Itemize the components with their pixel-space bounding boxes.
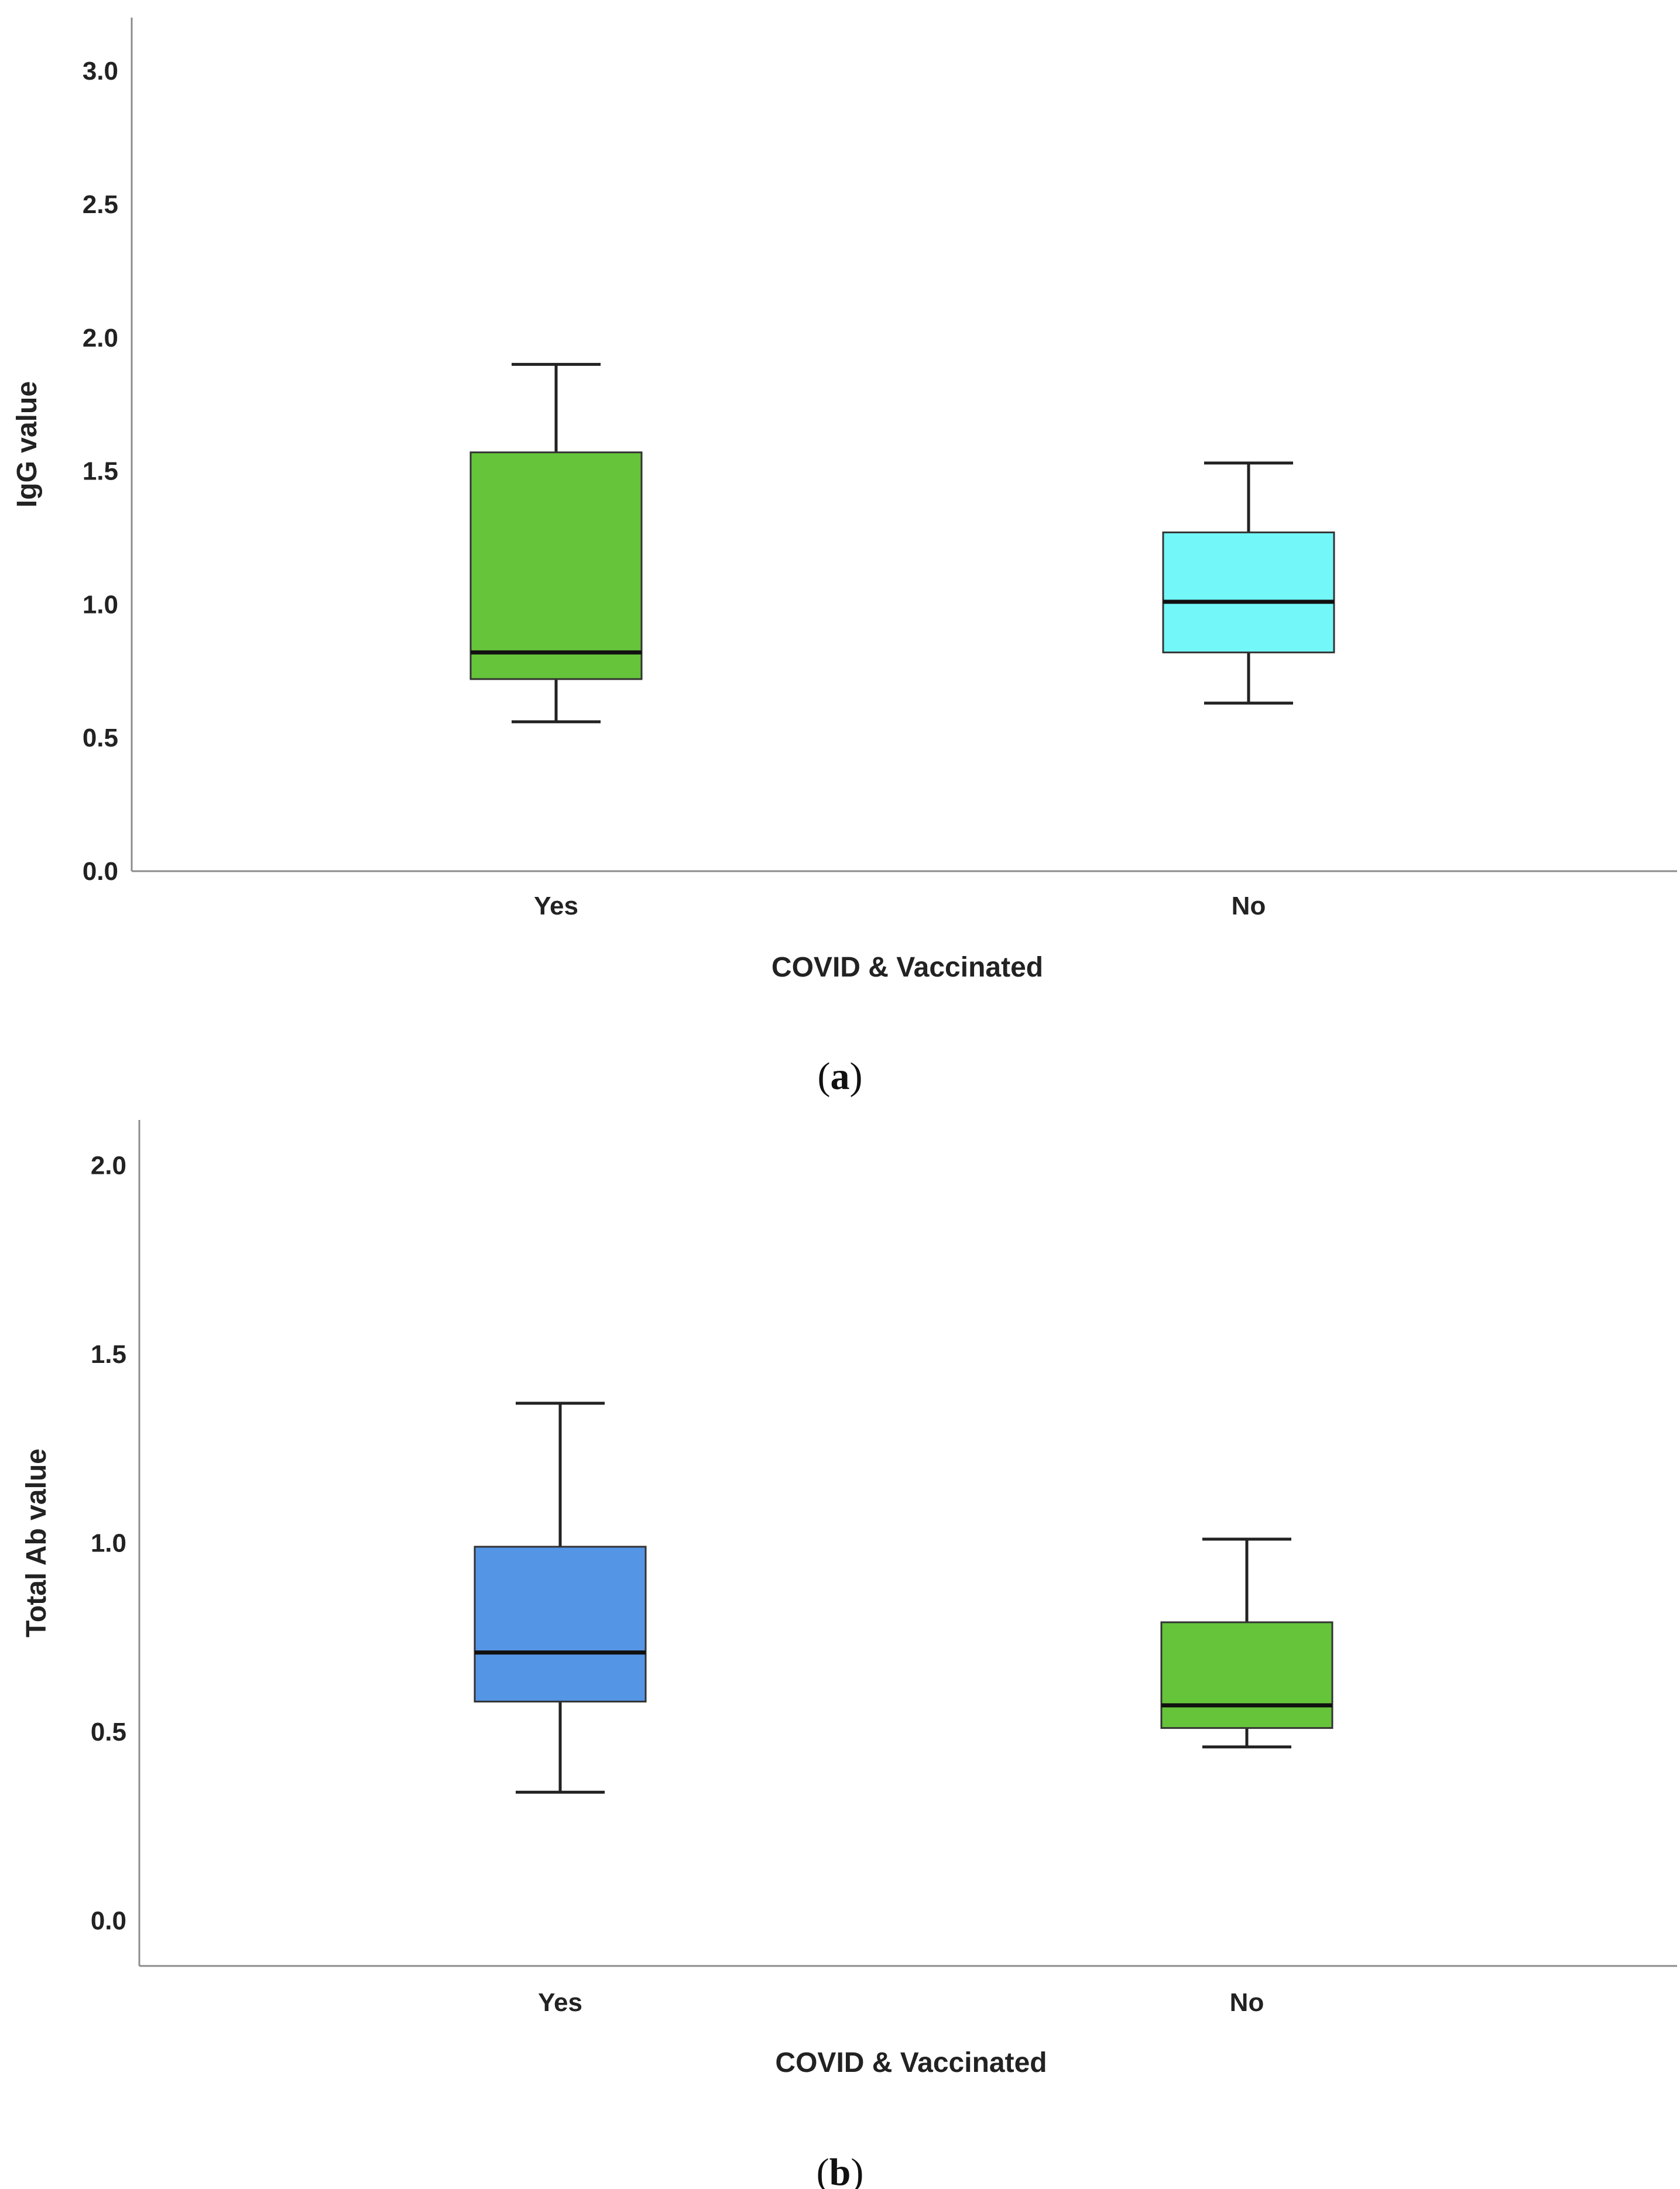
panel-caption: (a): [818, 1055, 863, 1098]
y-tick-label: 1.5: [83, 457, 118, 486]
y-tick-label: 2.0: [91, 1151, 126, 1180]
iqr-box: [1162, 531, 1335, 653]
y-tick-label: 1.0: [91, 1529, 126, 1558]
panel-a: 0.0 0.5 1.0 1.5 2.0 2.5 3.0 IgG value Yes No COVID…: [12, 18, 1677, 1098]
box-plot-yes: [469, 362, 643, 724]
y-tick-label: 0.0: [83, 857, 118, 886]
x-axis-title: COVID & Vaccinated: [775, 2047, 1047, 2078]
y-tick-label: 2.5: [83, 190, 118, 219]
x-tick-label: Yes: [534, 892, 578, 920]
y-tick-label: 1.5: [91, 1340, 126, 1369]
box-plot-no: [1162, 461, 1335, 705]
y-tick-label: 3.0: [83, 57, 118, 85]
y-axis-title: Total Ab value: [21, 1448, 52, 1638]
y-tick-label: 0.5: [91, 1718, 126, 1746]
x-tick-label: No: [1232, 892, 1266, 920]
panel-caption: (b): [817, 2151, 864, 2189]
x-tick-label: Yes: [538, 1988, 582, 2017]
y-tick-label: 0.0: [91, 1907, 126, 1935]
box-plot-no: [1160, 1537, 1333, 1749]
y-axis-title: IgG value: [12, 381, 43, 508]
y-tick-label: 1.0: [83, 590, 118, 619]
panel-b: 0.0 0.5 1.0 1.5 2.0 Total Ab value Yes No COVID …: [21, 1120, 1677, 2189]
x-axis-title: COVID & Vaccinated: [772, 952, 1043, 983]
box-plot-yes: [474, 1402, 647, 1794]
x-tick-label: No: [1230, 1988, 1264, 2017]
iqr-box: [469, 451, 643, 680]
y-tick-label: 2.0: [83, 324, 118, 352]
iqr-box: [1160, 1621, 1333, 1729]
y-tick-label: 0.5: [83, 724, 118, 752]
iqr-box: [474, 1546, 647, 1702]
